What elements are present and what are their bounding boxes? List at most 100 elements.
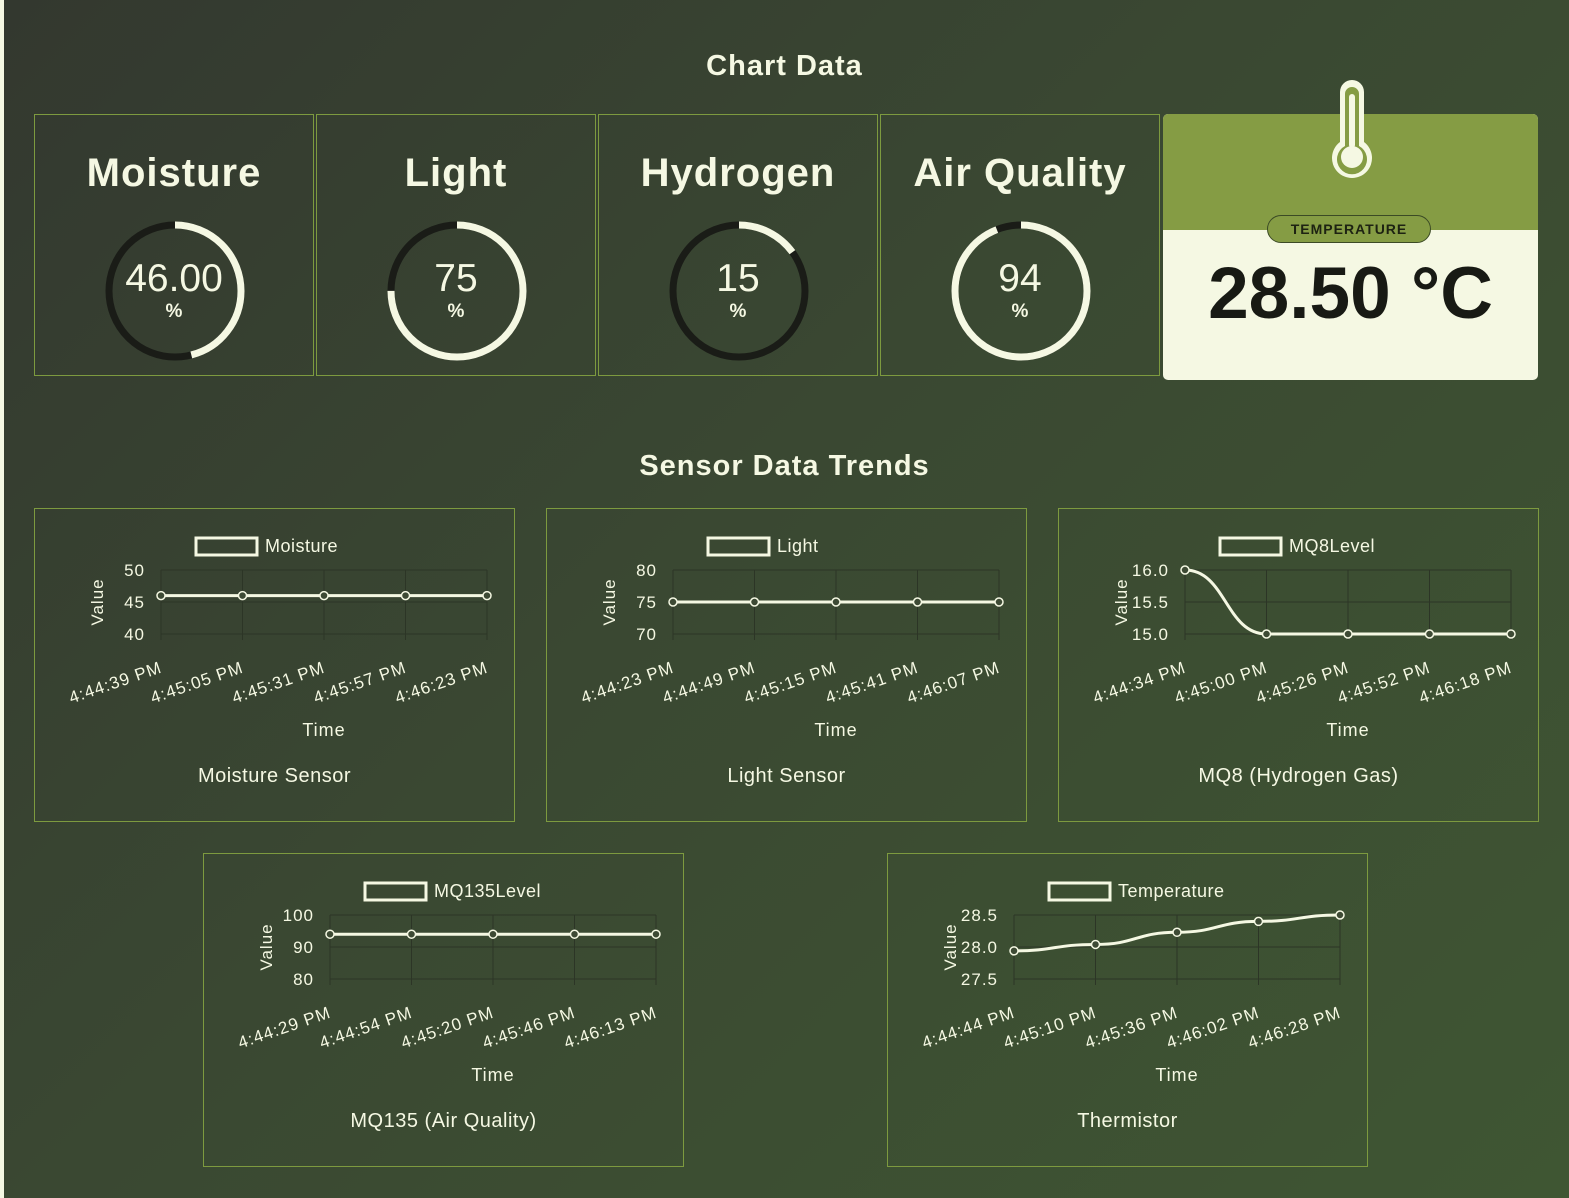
data-point [400, 590, 411, 601]
data-point [1261, 629, 1272, 639]
gauge-unit: % [165, 301, 183, 322]
gauge-value: 75 [434, 257, 478, 300]
gauge-unit: % [1011, 301, 1029, 322]
temperature-card: TEMPERATURE 28.50 °C [1163, 80, 1538, 380]
gauge-label: Air Quality [913, 151, 1127, 195]
gauge-ring [105, 221, 245, 361]
data-point [1090, 939, 1101, 950]
legend-swatch [706, 536, 771, 557]
y-axis-label: Value [941, 923, 960, 970]
gauge-card-light: Light 75 % [316, 114, 596, 376]
y-tick-label: 28.5 [961, 906, 998, 925]
y-axis-label: Value [257, 923, 276, 970]
y-tick-label: 16.0 [1132, 561, 1169, 580]
data-point [325, 929, 335, 939]
data-point [319, 590, 329, 601]
data-point [569, 929, 580, 939]
x-tick-label: 4:45:26 PM [1253, 658, 1351, 708]
data-point [1424, 629, 1435, 639]
data-point [749, 597, 760, 607]
x-tick-label: 4:44:29 PM [235, 1003, 333, 1053]
left-edge-rule [0, 0, 4, 1198]
legend-swatch [363, 881, 428, 902]
y-tick-label: 28.0 [961, 938, 998, 957]
x-tick-label: 4:44:34 PM [1090, 658, 1188, 708]
chart-card-thermistor: Temperature 28.5 28.0 27.5 Value 4:44:44 PM 4:… [887, 853, 1368, 1167]
x-axis-label: Time [1326, 720, 1369, 740]
x-tick-label: 4:46:23 PM [392, 658, 490, 708]
x-tick-label: 4:46:28 PM [1245, 1003, 1343, 1053]
legend-label: Moisture [265, 536, 338, 556]
y-axis-label: Value [1112, 578, 1131, 625]
y-tick-label: 70 [636, 625, 657, 644]
x-tick-label: 4:45:46 PM [480, 1003, 578, 1053]
data-point [1343, 629, 1353, 639]
legend-label: MQ8Level [1289, 536, 1375, 556]
data-point [156, 590, 166, 601]
y-axis-label: Value [600, 578, 619, 625]
x-tick-label: 4:46:18 PM [1416, 658, 1514, 708]
x-axis-label: Time [471, 1065, 514, 1085]
gauge-ring [387, 221, 527, 361]
y-tick-label: 100 [283, 906, 314, 925]
x-axis-label: Time [814, 720, 857, 740]
legend-label: MQ135Level [434, 881, 541, 901]
x-tick-label: 4:45:52 PM [1335, 658, 1433, 708]
data-point [994, 597, 1004, 607]
gauge-card-hydrogen: Hydrogen 15 % [598, 114, 878, 376]
sensor-trends-heading: Sensor Data Trends [639, 450, 930, 482]
y-tick-label: 27.5 [961, 970, 998, 989]
data-point [1172, 927, 1182, 938]
legend-swatch [1218, 536, 1283, 557]
x-tick-label: 4:45:05 PM [148, 658, 246, 708]
chart-legend: Temperature [1047, 881, 1224, 902]
thermometer-icon [1332, 80, 1372, 178]
x-tick-label: 4:46:07 PM [904, 658, 1002, 708]
gauge-progress-arc [105, 221, 245, 361]
gauge-card-moisture: Moisture 46.00 % [34, 114, 314, 376]
chart-caption: Thermistor [1077, 1110, 1178, 1132]
chart-caption: Moisture Sensor [197, 765, 352, 787]
data-point [406, 929, 417, 939]
gauge-unit: % [447, 301, 465, 322]
y-tick-label: 50 [124, 561, 145, 580]
x-tick-label: 4:44:23 PM [578, 658, 676, 708]
data-point [831, 597, 841, 607]
legend-swatch [194, 536, 259, 557]
x-tick-label: 4:45:15 PM [741, 658, 839, 708]
x-tick-label: 4:45:20 PM [398, 1003, 496, 1053]
chart-card-air-quality: MQ135Level 100 90 80 Value 4:44:29 PM 4:44:54 … [203, 853, 684, 1167]
x-tick-label: 4:44:54 PM [317, 1003, 415, 1053]
x-tick-label: 4:45:00 PM [1172, 658, 1270, 708]
gauge-value: 15 [716, 257, 760, 300]
data-point [1253, 916, 1264, 927]
gauge-value: 94 [998, 257, 1042, 300]
x-tick-label: 4:45:10 PM [1001, 1003, 1099, 1053]
chart-legend: MQ8Level [1218, 536, 1375, 557]
chart-card-hydrogen: MQ8Level 16.0 15.5 15.0 Value 4:44:34 PM 4:45:… [1058, 508, 1539, 822]
chart-card-moisture: Moisture 50 45 40 Value 4:44:39 PM 4:45:05 PM 4… [34, 508, 515, 822]
data-point [1506, 629, 1516, 639]
gauge-label: Moisture [86, 151, 262, 195]
x-axis-label: Time [302, 720, 345, 740]
gauge-label: Light [404, 151, 508, 195]
chart-legend: Light [706, 536, 819, 557]
chart-data-heading: Chart Data [706, 50, 863, 82]
gauge-progress-arc [669, 221, 809, 361]
y-tick-label: 90 [293, 938, 314, 957]
temperature-value: 28.50 °C [1208, 253, 1493, 334]
y-tick-label: 80 [636, 561, 657, 580]
legend-label: Light [777, 536, 819, 556]
y-tick-label: 15.0 [1132, 625, 1169, 644]
x-tick-label: 4:44:44 PM [919, 1003, 1017, 1053]
chart-grid [160, 569, 488, 640]
x-tick-label: 4:46:13 PM [561, 1003, 659, 1053]
chart-caption: MQ135 (Air Quality) [350, 1110, 537, 1132]
gauge-progress-arc [951, 221, 1091, 361]
data-point [482, 590, 492, 601]
y-tick-label: 15.5 [1132, 593, 1169, 612]
chart-legend: MQ135Level [363, 881, 541, 902]
